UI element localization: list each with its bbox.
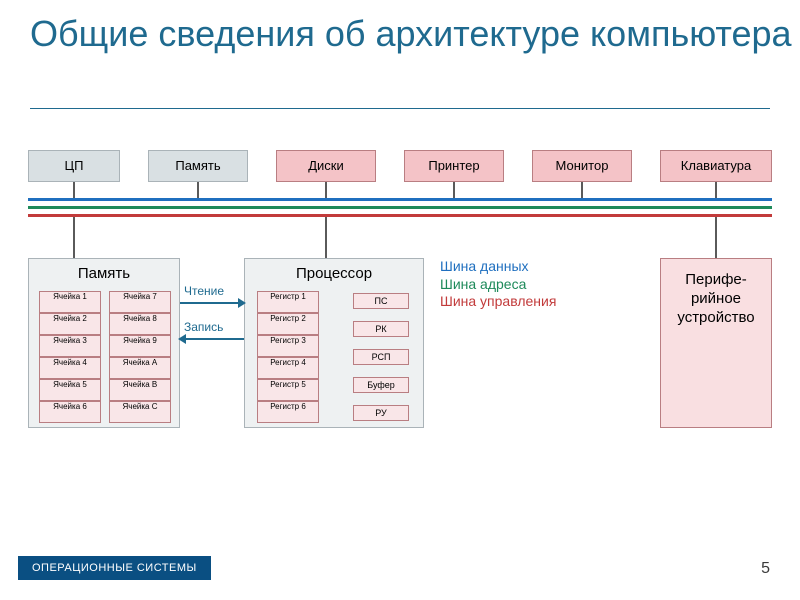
cpu-register-1: Регистр 2: [257, 313, 319, 335]
mem-cell-right-2: Ячейка 9: [109, 335, 171, 357]
cpu-register-0: Регистр 1: [257, 291, 319, 313]
arrow-read: [180, 302, 244, 304]
memory-block: Память Ячейка 1Ячейка 2Ячейка 3Ячейка 4Я…: [28, 258, 180, 428]
legend-ctrl: Шина управления: [440, 293, 556, 311]
arrow-write: [180, 338, 244, 340]
title-underline: [30, 108, 770, 109]
slide-title: Общие сведения об архитектуре компьютера: [30, 14, 792, 54]
mem-cell-left-3: Ячейка 4: [39, 357, 101, 379]
top-box-0: ЦП: [28, 150, 120, 182]
cpu-register-3: Регистр 4: [257, 357, 319, 379]
cpu-chip-2: РСП: [353, 349, 409, 365]
mem-cell-right-0: Ячейка 7: [109, 291, 171, 313]
arrow-write-label: Запись: [184, 320, 223, 334]
cpu-chip-0: ПС: [353, 293, 409, 309]
arrow-read-label: Чтение: [184, 284, 224, 298]
peripheral-block: Перифе- рийное устройство: [660, 258, 772, 428]
cpu-register-5: Регистр 6: [257, 401, 319, 423]
mem-cell-left-4: Ячейка 5: [39, 379, 101, 401]
cpu-chip-3: Буфер: [353, 377, 409, 393]
cpu-chip-4: РУ: [353, 405, 409, 421]
mem-cell-left-0: Ячейка 1: [39, 291, 101, 313]
mem-cell-right-4: Ячейка B: [109, 379, 171, 401]
top-box-2: Диски: [276, 150, 376, 182]
footer-badge: ОПЕРАЦИОННЫЕ СИСТЕМЫ: [18, 556, 211, 580]
mem-cell-right-1: Ячейка 8: [109, 313, 171, 335]
mem-cell-left-5: Ячейка 6: [39, 401, 101, 423]
cpu-register-2: Регистр 3: [257, 335, 319, 357]
legend-addr: Шина адреса: [440, 276, 556, 294]
mem-cell-right-5: Ячейка C: [109, 401, 171, 423]
top-box-4: Монитор: [532, 150, 632, 182]
memory-block-title: Память: [29, 259, 179, 286]
cpu-register-4: Регистр 5: [257, 379, 319, 401]
periph-line2: рийное: [691, 290, 741, 307]
mem-cell-right-3: Ячейка A: [109, 357, 171, 379]
periph-line3: устройство: [677, 309, 754, 326]
mem-cell-left-1: Ячейка 2: [39, 313, 101, 335]
bus-data-line: [28, 198, 772, 201]
down-line-0: [73, 216, 75, 260]
periph-line1: Перифе-: [685, 271, 747, 288]
bus-address-line: [28, 206, 772, 209]
top-box-1: Память: [148, 150, 248, 182]
bus-legend: Шина данных Шина адреса Шина управления: [440, 258, 556, 311]
top-box-3: Принтер: [404, 150, 504, 182]
cpu-block: Процессор Регистр 1Регистр 2Регистр 3Рег…: [244, 258, 424, 428]
top-box-5: Клавиатура: [660, 150, 772, 182]
cpu-chip-1: РК: [353, 321, 409, 337]
page-number: 5: [761, 560, 770, 578]
legend-data: Шина данных: [440, 258, 556, 276]
bus-control-line: [28, 214, 772, 217]
down-line-2: [715, 216, 717, 260]
mem-cell-left-2: Ячейка 3: [39, 335, 101, 357]
cpu-block-title: Процессор: [245, 259, 423, 286]
down-line-1: [325, 216, 327, 260]
